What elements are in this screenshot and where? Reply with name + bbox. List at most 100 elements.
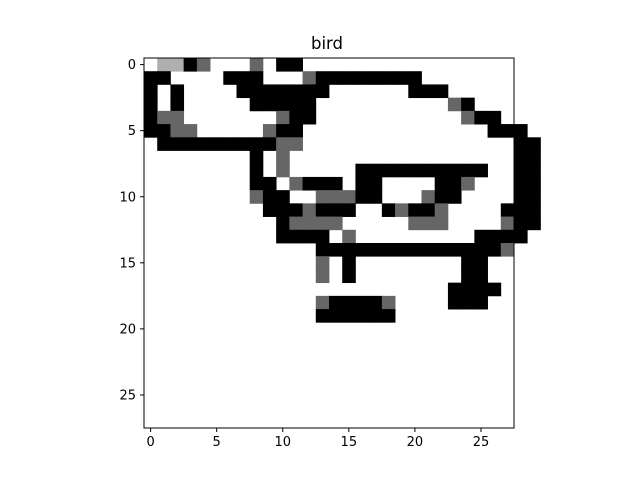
heatmap-cell: [395, 243, 409, 257]
heatmap-cell: [289, 176, 303, 191]
heatmap-cell: [527, 176, 541, 191]
heatmap-cell: [355, 295, 370, 310]
heatmap-cell: [461, 256, 475, 270]
heatmap-cell: [381, 163, 396, 178]
chart-title: bird: [311, 34, 343, 53]
heatmap-cell: [368, 243, 383, 257]
heatmap-cell: [289, 124, 303, 138]
heatmap-cell: [514, 124, 528, 138]
heatmap-cell: [262, 203, 277, 217]
heatmap-cell: [447, 295, 462, 310]
heatmap-cell: [527, 163, 541, 178]
heatmap-cell: [355, 243, 370, 257]
heatmap-cell: [276, 124, 290, 138]
heatmap-cell: [329, 190, 343, 204]
heatmap-cell: [421, 243, 436, 257]
y-tick-label: 20: [119, 322, 136, 337]
heatmap-cell: [210, 137, 224, 151]
x-tick-label: 25: [473, 435, 490, 450]
heatmap-cell: [368, 163, 383, 178]
heatmap-cell: [236, 71, 251, 85]
heatmap-cell: [302, 71, 317, 85]
heatmap-cell: [262, 84, 277, 99]
heatmap-cell: [500, 124, 515, 138]
heatmap-cell: [289, 229, 303, 244]
heatmap-cell: [315, 176, 330, 191]
heatmap-cell: [408, 216, 422, 231]
heatmap-cell: [487, 282, 502, 297]
y-tick-label: 25: [119, 388, 136, 403]
x-tick-label: 5: [213, 435, 221, 450]
heatmap-cell: [395, 163, 409, 178]
heatmap-cell: [249, 163, 264, 178]
heatmap-cell: [249, 97, 264, 112]
heatmap-cell: [487, 229, 502, 244]
heatmap-cell: [262, 124, 277, 138]
heatmap-cell: [276, 137, 290, 151]
heatmap-cell: [170, 137, 185, 151]
heatmap-cell: [368, 71, 383, 85]
heatmap-cell: [157, 137, 171, 151]
heatmap-cell: [527, 190, 541, 204]
heatmap-cell: [249, 58, 264, 72]
heatmap-cell: [421, 216, 436, 231]
heatmap-cell: [355, 190, 370, 204]
heatmap-cell: [276, 229, 290, 244]
heatmap-cell: [421, 190, 436, 204]
heatmap-cell: [276, 150, 290, 165]
heatmap-cell: [395, 203, 409, 217]
heatmap-cell: [157, 58, 171, 72]
heatmap-cell: [421, 163, 436, 178]
heatmap-cell: [302, 203, 317, 217]
heatmap-cell: [289, 84, 303, 99]
heatmap-cell: [302, 110, 317, 125]
y-tick-label: 5: [128, 124, 136, 139]
heatmap-cell: [289, 203, 303, 217]
heatmap-cell: [514, 190, 528, 204]
heatmap-cell: [315, 295, 330, 310]
heatmap-cell: [302, 176, 317, 191]
heatmap-cell: [236, 84, 251, 99]
heatmap-cell: [342, 190, 356, 204]
heatmap-cell: [144, 71, 158, 85]
heatmap-cell: [276, 190, 290, 204]
heatmap-cell: [474, 163, 488, 178]
heatmap-cell: [461, 243, 475, 257]
heatmap-cell: [276, 110, 290, 125]
heatmap-cell: [461, 176, 475, 191]
heatmap-cell: [447, 163, 462, 178]
heatmap-cell: [447, 282, 462, 297]
heatmap-cell: [249, 71, 264, 85]
heatmap-cell: [368, 190, 383, 204]
heatmap-cell: [289, 137, 303, 151]
heatmap-cell: [276, 163, 290, 178]
heatmap-cell: [249, 84, 264, 99]
heatmap-cell: [527, 203, 541, 217]
heatmap-cell: [461, 269, 475, 284]
heatmap-cell: [447, 176, 462, 191]
heatmap-cell: [461, 163, 475, 178]
heatmap-cell: [527, 150, 541, 165]
heatmap-cell: [144, 84, 158, 99]
heatmap-cell: [355, 176, 370, 191]
heatmap-cell: [276, 97, 290, 112]
heatmap-cell: [249, 190, 264, 204]
heatmap-cell: [223, 71, 237, 85]
heatmap-cell: [144, 124, 158, 138]
heatmap-cell: [289, 97, 303, 112]
heatmap-cell: [342, 71, 356, 85]
heatmap-cell: [276, 84, 290, 99]
heatmap-cell: [144, 97, 158, 112]
heatmap-cell: [474, 243, 488, 257]
x-tick-label: 20: [407, 435, 424, 450]
heatmap-cell: [461, 110, 475, 125]
heatmap-cell: [500, 229, 515, 244]
heatmap-cell: [381, 309, 396, 323]
heatmap-cell: [461, 295, 475, 310]
heatmap-cell: [342, 256, 356, 270]
heatmap-cell: [514, 203, 528, 217]
heatmap-cell: [461, 97, 475, 112]
heatmap-cell: [434, 243, 449, 257]
heatmap-cell: [434, 190, 449, 204]
heatmap-cell: [408, 243, 422, 257]
